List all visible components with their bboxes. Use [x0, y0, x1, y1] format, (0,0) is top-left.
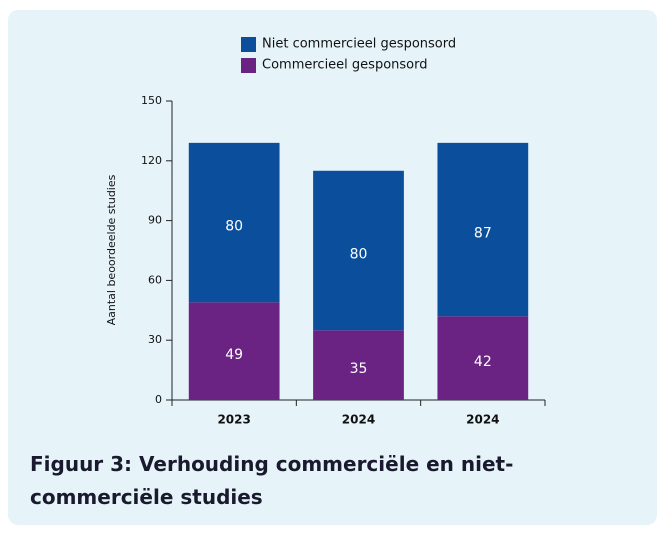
bar-segment [313, 170, 404, 331]
value-label: 42 [474, 354, 492, 370]
y-tick-label: 30 [148, 333, 162, 346]
bar-segment [437, 316, 529, 400]
legend-swatch [241, 37, 256, 52]
value-label: 80 [225, 219, 243, 235]
value-label: 49 [225, 347, 243, 363]
y-tick-label: 120 [141, 154, 162, 167]
bar-segment [437, 142, 529, 317]
y-tick-label: 60 [148, 273, 162, 286]
y-tick-label: 90 [148, 214, 162, 227]
legend-label: Niet commercieel gesponsord [262, 37, 456, 52]
bar-segment [188, 142, 280, 303]
caption: Figuur 3: Verhouding commerciële en niet… [30, 452, 514, 509]
y-tick-label: 0 [155, 393, 162, 406]
value-label: 87 [474, 226, 492, 242]
x-tick-label: 2024 [466, 413, 499, 427]
x-tick-label: 2023 [217, 413, 250, 427]
x-tick-label: 2024 [342, 413, 375, 427]
bar-segment [313, 330, 404, 400]
legend-label: Commercieel gesponsord [262, 58, 427, 73]
legend-swatch [241, 58, 256, 73]
bar-segment [188, 302, 280, 400]
value-label: 35 [350, 361, 368, 377]
y-tick-label: 150 [141, 94, 162, 107]
y-axis-label: Aantal beoordeelde studies [105, 174, 118, 325]
value-label: 80 [350, 247, 368, 263]
